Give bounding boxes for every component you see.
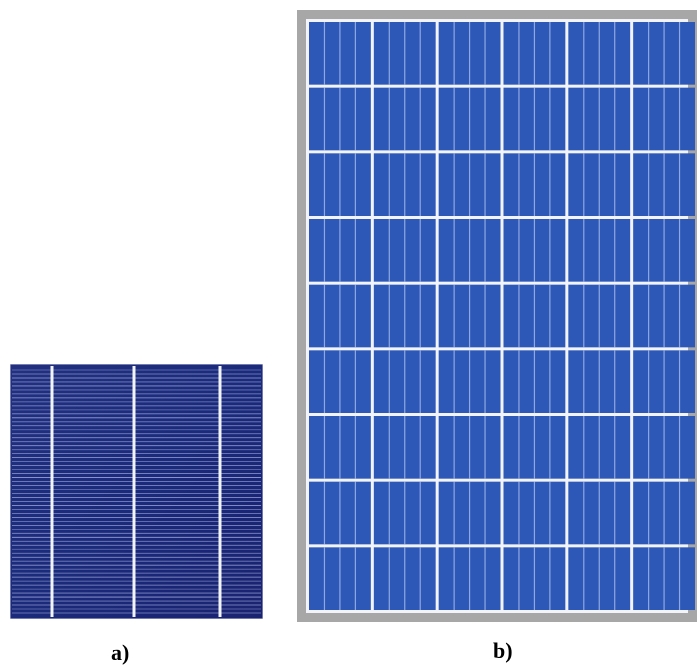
caption-b: b) — [493, 638, 513, 663]
solar-panel-image — [297, 10, 697, 622]
cell-busbar — [218, 366, 222, 617]
cell-busbar — [50, 366, 54, 617]
solar-cell-image — [10, 364, 263, 619]
solar-panel-graphic — [297, 10, 697, 622]
solar-cell-graphic — [10, 364, 263, 619]
caption-a: a) — [111, 640, 130, 665]
panel-cells — [309, 22, 695, 610]
cell-busbar — [132, 366, 136, 617]
